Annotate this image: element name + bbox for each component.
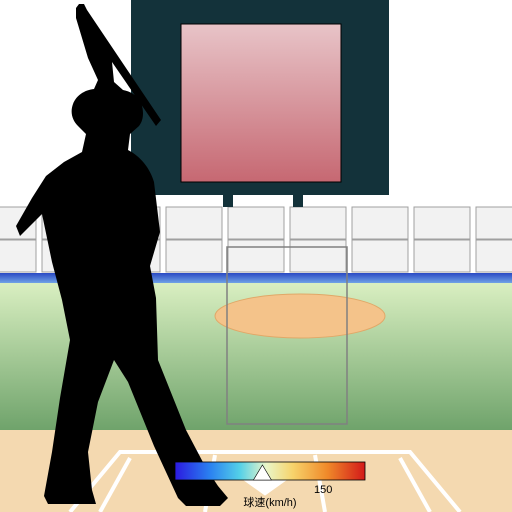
legend-tick: 100	[198, 484, 216, 496]
pitch-chart: 100 150 球速(km/h)	[0, 0, 512, 512]
bleacher-panel	[476, 240, 512, 272]
scene-svg: 100 150 球速(km/h)	[0, 0, 512, 512]
bleacher-panel	[414, 207, 470, 239]
bleacher-panel	[166, 207, 222, 239]
bleacher-panel	[228, 207, 284, 239]
legend-tick: 150	[314, 484, 332, 496]
bleacher-panel	[352, 207, 408, 239]
bleacher-panel	[290, 240, 346, 272]
scoreboard-pole	[223, 195, 233, 207]
bleacher-panel	[290, 207, 346, 239]
legend-title: 球速(km/h)	[243, 495, 296, 509]
scoreboard-top	[157, 0, 363, 20]
bleacher-panel	[228, 240, 284, 272]
bleacher-panel	[352, 240, 408, 272]
scoreboard-pole	[293, 195, 303, 207]
mound	[215, 294, 385, 338]
bleacher-panel	[476, 207, 512, 239]
bleacher-panel	[166, 240, 222, 272]
heatmap-panel	[181, 24, 341, 182]
bleacher-panel	[0, 240, 36, 272]
bleacher-panel	[414, 240, 470, 272]
